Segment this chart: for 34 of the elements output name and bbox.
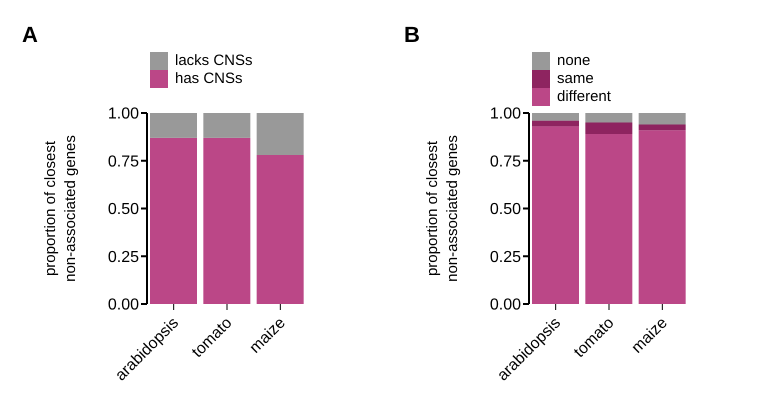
y-tick-label: 0.75	[490, 153, 522, 170]
bar	[203, 138, 250, 304]
y-tick-label: 0.00	[490, 296, 522, 314]
legend-label: none	[557, 52, 590, 70]
y-tick-label: 0.50	[108, 201, 140, 218]
legend-label: same	[557, 70, 594, 88]
legend-label: lacks CNSs	[175, 52, 253, 70]
bar	[638, 113, 686, 124]
bar	[532, 126, 579, 304]
legend-label: has CNSs	[175, 70, 243, 88]
legend-label: different	[557, 88, 611, 106]
bar	[638, 124, 686, 130]
bar	[585, 134, 632, 304]
y-tick-label: 1.00	[108, 106, 140, 123]
bar	[150, 113, 197, 138]
chart-title: A	[22, 22, 38, 48]
y-tick-label: 1.00	[490, 106, 522, 123]
bar	[638, 130, 686, 304]
bar	[585, 113, 632, 123]
bar	[256, 155, 304, 304]
bar	[256, 113, 304, 156]
y-tick-label: 0.00	[108, 296, 140, 314]
bar	[203, 113, 250, 138]
bar	[585, 122, 632, 134]
chart-title: B	[404, 22, 420, 48]
y-tick-label: 0.50	[490, 201, 522, 218]
bar	[150, 138, 197, 304]
y-axis-title: proportion of closest non-associated genes	[424, 135, 461, 282]
y-axis-title: proportion of closest non-associated genes	[42, 135, 79, 282]
y-tick-label: 0.25	[108, 248, 140, 266]
bar	[532, 113, 579, 121]
bar	[532, 120, 579, 126]
y-tick-label: 0.75	[108, 153, 140, 170]
y-tick-label: 0.25	[490, 248, 522, 266]
